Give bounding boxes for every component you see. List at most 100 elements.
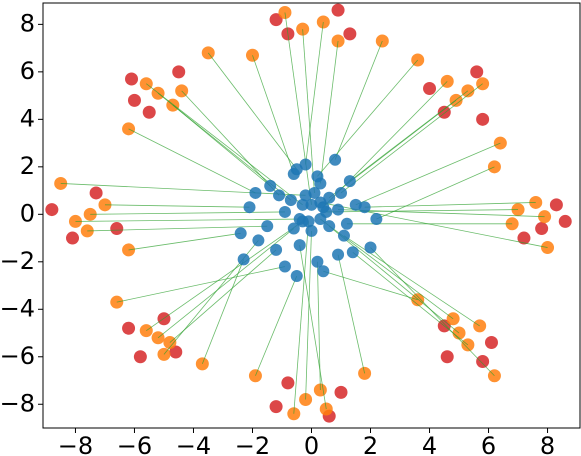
point [290,163,303,176]
point [332,203,345,216]
link-line [169,249,277,343]
point [234,227,247,240]
link-line [284,12,312,205]
point [335,186,348,199]
link-line [338,209,545,218]
y-tick-label: 0 [20,199,35,227]
x-tick-label: −6 [117,432,152,456]
point [364,241,377,254]
link-line [146,83,303,206]
point [535,222,549,236]
point [89,186,103,200]
point [278,260,291,273]
point [243,201,256,214]
link-line [349,90,469,182]
point [302,215,315,228]
point [558,214,572,228]
link-line [305,230,312,400]
point [290,270,303,283]
point [169,345,183,359]
link-line [90,211,285,215]
point [305,224,318,237]
y-tick-label: 2 [20,152,35,180]
point [337,229,350,242]
point [314,177,327,190]
point [299,158,312,171]
link-line [172,104,271,187]
x-tick-label: −4 [176,432,211,456]
point [284,194,297,207]
point [261,220,274,233]
link-line [252,55,295,175]
point [440,350,454,364]
x-tick-label: 8 [540,432,555,456]
point [314,213,327,226]
link-line [355,142,501,206]
point [278,205,291,218]
point [133,350,147,364]
point [110,222,124,236]
point [172,65,186,79]
point [484,336,498,350]
point [287,222,300,235]
point [269,400,283,414]
link-line [207,52,298,170]
y-tick-label: −8 [0,389,35,417]
link-line [293,221,309,414]
link-line [323,81,448,208]
point [332,248,345,261]
point [549,198,563,212]
y-tick-label: 6 [20,57,35,85]
point [237,253,250,266]
point [323,220,336,233]
y-tick-label: −2 [0,247,35,275]
link-line [305,21,324,165]
link-line [323,270,418,301]
link-line [255,275,298,376]
link-line [364,202,536,208]
link-line [146,221,303,331]
link-line [75,218,300,222]
y-tick-label: 4 [20,104,35,132]
point [349,198,362,211]
point [331,3,345,17]
point [346,246,359,259]
link-line [87,225,268,232]
link-line [60,183,306,196]
link-line [299,245,327,410]
point [54,176,68,190]
point [476,355,490,369]
point [249,186,262,199]
point [122,321,136,335]
point [476,112,490,126]
point [252,234,265,247]
point [305,198,318,211]
link-line [328,225,460,334]
point [127,93,141,107]
link-line [128,232,241,251]
point [317,265,330,278]
link-line [340,83,483,194]
point [343,27,357,41]
point [311,255,324,268]
point [470,65,484,79]
link-line [326,209,519,213]
point [299,189,312,202]
point [317,201,330,214]
point [66,231,80,245]
link-line [319,40,339,184]
link-line [370,247,495,377]
link-line [116,266,286,303]
link-line [201,259,245,365]
link-line [104,204,250,208]
point [517,231,531,245]
point [293,239,306,252]
link-line [302,29,315,193]
point [264,179,277,192]
link-line [337,254,366,374]
point [329,153,342,166]
point [273,189,286,202]
point [370,213,383,226]
point [270,243,283,256]
